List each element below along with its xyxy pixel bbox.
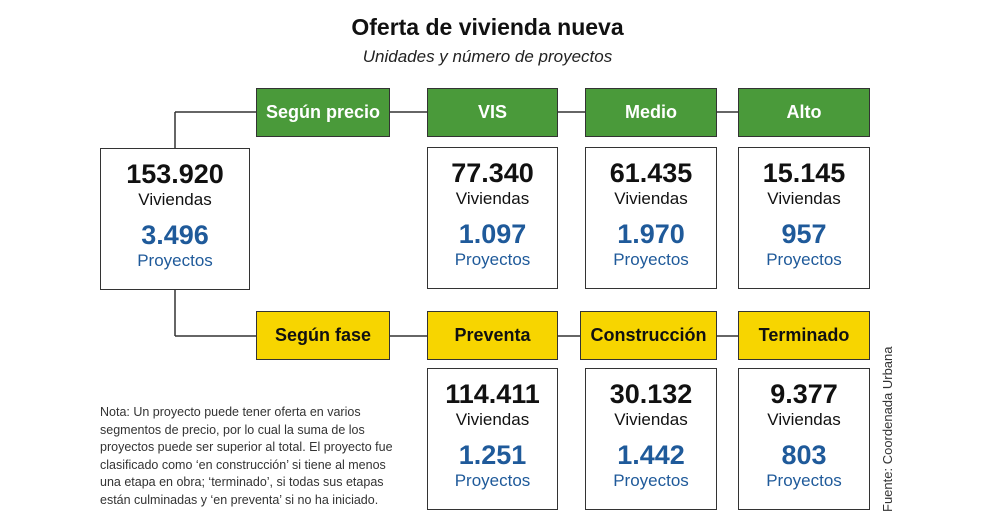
proyectos-value: 957 xyxy=(781,219,827,249)
value-box: 153.920 Viviendas 3.496 Proyectos xyxy=(100,148,250,290)
proyectos-label: Proyectos xyxy=(613,250,689,269)
value-box: 61.435 Viviendas 1.970 Proyectos xyxy=(585,147,717,289)
viviendas-label: Viviendas xyxy=(455,189,530,208)
viviendas-value: 61.435 xyxy=(609,158,693,188)
value-box: 114.411 Viviendas 1.251 Proyectos xyxy=(427,368,558,510)
segment-header: Preventa xyxy=(427,311,558,360)
proyectos-label: Proyectos xyxy=(454,250,531,269)
proyectos-label: Proyectos xyxy=(766,471,842,490)
note-line: una etapa en obra; ‘terminado’, si todas… xyxy=(100,475,384,490)
viviendas-label: Viviendas xyxy=(614,189,688,208)
viviendas-value: 153.920 xyxy=(126,159,224,189)
group-header: Según precio xyxy=(256,88,390,137)
proyectos-value: 803 xyxy=(781,440,827,470)
source: Fuente: Coordenada Urbana xyxy=(880,346,895,512)
note-line: clasificado como ‘en construcción’ si ti… xyxy=(100,457,386,472)
viviendas-label: Viviendas xyxy=(614,410,688,429)
note-line: están culminadas y ‘en preventa’ si no h… xyxy=(100,492,379,507)
segment-header: Alto xyxy=(738,88,870,137)
viviendas-value: 15.145 xyxy=(762,158,846,188)
value-box: 15.145 Viviendas 957 Proyectos xyxy=(738,147,870,289)
group-header: Según fase xyxy=(256,311,390,360)
note-line: proyectos puede ser superior al total. E… xyxy=(100,440,393,455)
note: Nota: Un proyecto puede tener oferta en … xyxy=(100,404,393,510)
note-line: segmentos de precio, por lo cual la suma… xyxy=(100,422,365,437)
viviendas-label: Viviendas xyxy=(455,410,530,429)
proyectos-value: 1.097 xyxy=(458,219,527,249)
viviendas-label: Viviendas xyxy=(767,189,841,208)
proyectos-label: Proyectos xyxy=(766,250,842,269)
proyectos-label: Proyectos xyxy=(137,251,213,270)
proyectos-value: 1.442 xyxy=(617,440,685,470)
proyectos-label: Proyectos xyxy=(613,471,689,490)
value-box: 9.377 Viviendas 803 Proyectos xyxy=(738,368,870,510)
proyectos-value: 1.970 xyxy=(617,219,685,249)
value-box: 77.340 Viviendas 1.097 Proyectos xyxy=(427,147,558,289)
value-box: 30.132 Viviendas 1.442 Proyectos xyxy=(585,368,717,510)
viviendas-value: 77.340 xyxy=(451,158,534,188)
segment-header: Terminado xyxy=(738,311,870,360)
proyectos-value: 1.251 xyxy=(458,440,527,470)
proyectos-label: Proyectos xyxy=(454,471,531,490)
viviendas-value: 114.411 xyxy=(445,379,540,409)
subtitle: Unidades y número de proyectos xyxy=(362,47,613,66)
note-line: Nota: Un proyecto puede tener oferta en … xyxy=(100,405,361,419)
segment-header: Construcción xyxy=(580,311,717,360)
viviendas-value: 30.132 xyxy=(609,379,693,409)
viviendas-label: Viviendas xyxy=(138,190,212,209)
title: Oferta de vivienda nueva xyxy=(351,14,624,40)
proyectos-value: 3.496 xyxy=(141,220,209,250)
viviendas-value: 9.377 xyxy=(770,379,838,409)
segment-header: Medio xyxy=(585,88,717,137)
viviendas-label: Viviendas xyxy=(767,410,841,429)
segment-header: VIS xyxy=(427,88,558,137)
